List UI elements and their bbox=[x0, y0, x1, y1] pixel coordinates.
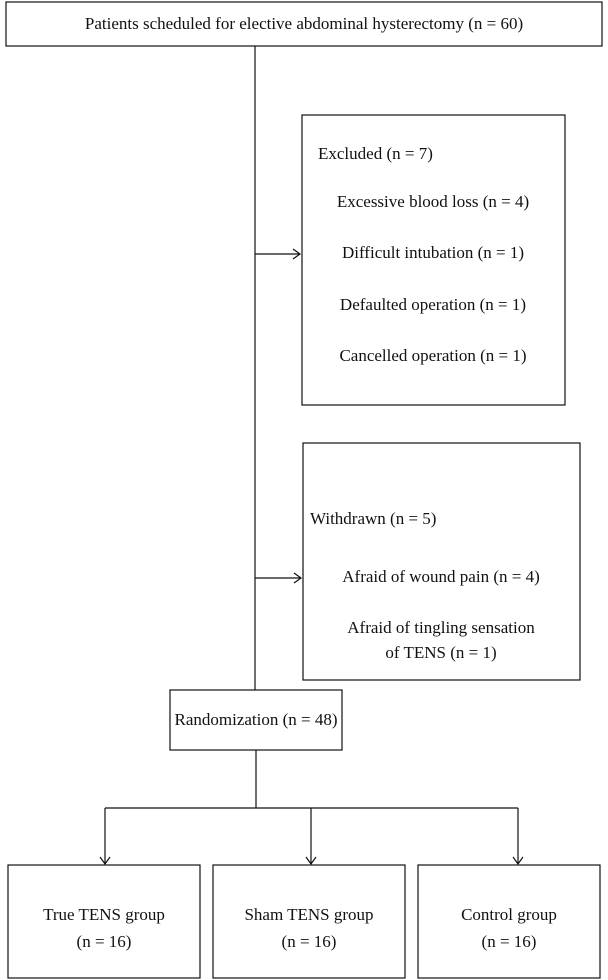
randomization-label: Randomization (n = 48) bbox=[174, 710, 337, 729]
excluded-item: Defaulted operation (n = 1) bbox=[340, 295, 526, 314]
withdrawn-item: of TENS (n = 1) bbox=[385, 643, 496, 662]
randomization-box bbox=[169, 689, 343, 751]
withdrawn-box bbox=[302, 442, 581, 681]
group-count: (n = 16) bbox=[77, 932, 132, 951]
group-count: (n = 16) bbox=[482, 932, 537, 951]
excluded-title: Excluded (n = 7) bbox=[318, 144, 433, 163]
withdrawn-title: Withdrawn (n = 5) bbox=[310, 509, 436, 528]
arrow bbox=[255, 248, 302, 260]
group-count: (n = 16) bbox=[282, 932, 337, 951]
top-title: Patients scheduled for elective abdomina… bbox=[85, 14, 523, 33]
excluded-item: Cancelled operation (n = 1) bbox=[339, 346, 526, 365]
excluded-box bbox=[301, 114, 566, 406]
top-box bbox=[5, 1, 603, 47]
group-name: Sham TENS group bbox=[244, 905, 373, 924]
connectors bbox=[99, 750, 524, 866]
withdrawn-item: Afraid of tingling sensation bbox=[347, 618, 535, 637]
group-box bbox=[7, 864, 201, 979]
group-name: Control group bbox=[461, 905, 557, 924]
group-box bbox=[417, 864, 601, 979]
excluded-item: Excessive blood loss (n = 4) bbox=[337, 192, 529, 211]
withdrawn-item: Afraid of wound pain (n = 4) bbox=[342, 567, 539, 586]
excluded-item: Difficult intubation (n = 1) bbox=[342, 243, 524, 262]
group-name: True TENS group bbox=[43, 905, 165, 924]
arrow bbox=[255, 572, 303, 584]
group-box bbox=[212, 864, 406, 979]
